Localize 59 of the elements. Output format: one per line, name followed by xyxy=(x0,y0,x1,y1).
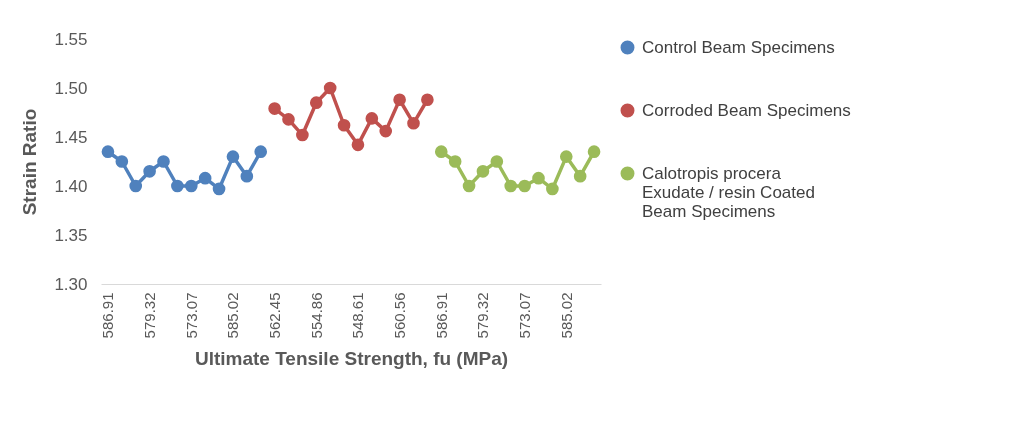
point xyxy=(198,171,212,185)
point xyxy=(254,145,268,159)
point xyxy=(559,150,573,163)
x-tick-label: 579.32 xyxy=(474,292,492,339)
point xyxy=(296,128,309,142)
point xyxy=(532,171,545,185)
point xyxy=(115,155,129,168)
point xyxy=(240,169,254,183)
point xyxy=(101,145,115,159)
x-tick-label: 573.07 xyxy=(516,292,534,339)
y-tick-label: 1.45 xyxy=(54,127,88,147)
point xyxy=(351,138,365,152)
y-tick-label: 1.55 xyxy=(54,29,88,49)
y-axis-title: Strain Ratio xyxy=(19,108,41,216)
point xyxy=(504,179,518,193)
point xyxy=(448,155,462,168)
legend-label: Calotropis procera Exudate / resin Coated Beam Specimens xyxy=(642,163,815,221)
y-tick-label: 1.40 xyxy=(54,176,88,196)
x-tick-label: 560.56 xyxy=(391,292,409,339)
point xyxy=(171,179,184,193)
x-tick-label: 579.32 xyxy=(141,292,159,339)
point xyxy=(184,179,198,193)
point xyxy=(129,179,143,193)
point xyxy=(407,116,420,130)
point xyxy=(212,182,226,196)
x-axis-title: Ultimate Tensile Strength, fu (MPa) xyxy=(194,348,509,370)
point xyxy=(365,112,379,125)
point xyxy=(323,81,337,95)
point xyxy=(143,164,156,178)
point xyxy=(434,145,448,159)
y-tick-label: 1.50 xyxy=(54,78,88,98)
x-tick-label: 554.86 xyxy=(307,292,325,339)
point xyxy=(518,179,531,193)
point xyxy=(337,118,351,132)
x-tick-label: 585.02 xyxy=(224,292,242,339)
point xyxy=(546,182,559,196)
x-tick-label: 562.45 xyxy=(266,292,284,339)
x-tick-label: 586.91 xyxy=(432,292,450,339)
point xyxy=(268,102,281,115)
point xyxy=(587,145,601,159)
y-tick-label: 1.30 xyxy=(54,274,88,294)
point xyxy=(226,150,240,163)
x-tick-label: 585.02 xyxy=(557,292,575,339)
point xyxy=(421,93,434,107)
legend-label: Corroded Beam Specimens xyxy=(642,100,851,120)
point xyxy=(379,124,393,138)
x-tick-label: 586.91 xyxy=(99,292,117,339)
point xyxy=(282,113,295,126)
y-tick-label: 1.35 xyxy=(54,225,88,245)
point xyxy=(157,155,170,168)
point xyxy=(573,169,587,183)
point xyxy=(476,164,490,178)
x-tick-label: 573.07 xyxy=(182,292,200,339)
point xyxy=(393,93,406,107)
x-tick-label: 548.61 xyxy=(349,292,367,339)
point xyxy=(462,179,476,193)
legend-label: Control Beam Specimens xyxy=(642,37,835,57)
point xyxy=(490,155,504,168)
point xyxy=(309,96,323,110)
